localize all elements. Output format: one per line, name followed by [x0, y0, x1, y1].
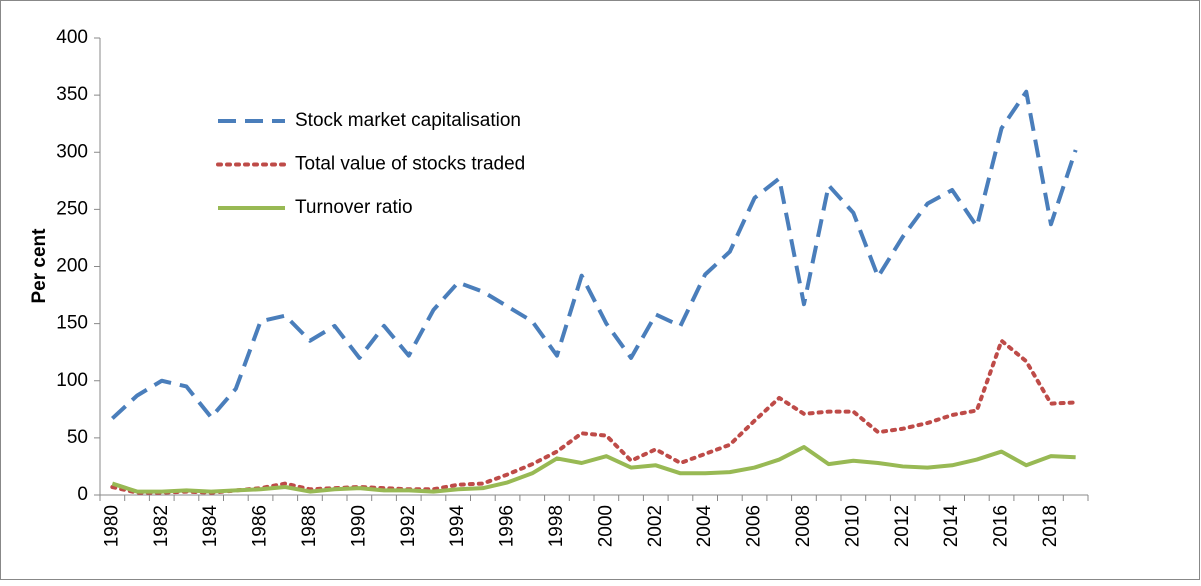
x-tick-label: 1996: [497, 505, 518, 547]
x-tick-label: 2008: [793, 505, 814, 547]
x-tick-label: 2012: [892, 505, 913, 547]
x-tick-label: 1990: [348, 505, 369, 547]
x-tick-label: 2002: [645, 505, 666, 547]
y-tick-label: 400: [56, 27, 88, 48]
x-tick-label: 2000: [595, 505, 616, 547]
series-line: [110, 338, 1078, 495]
x-tick-label: 1988: [299, 505, 320, 547]
x-tick-label: 1984: [200, 505, 221, 548]
x-tick-label: 1994: [447, 505, 468, 548]
x-tick-label: 2016: [991, 505, 1012, 547]
series-line: [111, 445, 1076, 494]
y-tick-label: 100: [56, 370, 88, 391]
x-tick-label: 2006: [744, 505, 765, 547]
y-tick-label: 150: [56, 313, 88, 334]
legend-label: Stock market capitalisation: [295, 110, 521, 131]
y-tick-label: 50: [67, 427, 88, 448]
x-tick-label: 2014: [941, 505, 962, 548]
series-line: [110, 89, 1078, 420]
x-tick-label: 2018: [1040, 505, 1061, 547]
x-tick-label: 1982: [151, 505, 172, 547]
legend-label: Turnover ratio: [295, 197, 413, 218]
x-tick-label: 1992: [398, 505, 419, 547]
legend-label: Total value of stocks traded: [295, 154, 525, 175]
x-tick-label: 2010: [842, 505, 863, 547]
x-tick-label: 1998: [546, 505, 567, 547]
y-axis-label: Per cent: [29, 228, 50, 304]
y-tick-label: 350: [56, 84, 88, 105]
x-tick-label: 1986: [250, 505, 271, 547]
y-tick-label: 250: [56, 198, 88, 219]
x-tick-label: 2004: [694, 505, 715, 548]
x-tick-label: 1980: [101, 505, 122, 547]
y-tick-label: 300: [56, 141, 88, 162]
y-tick-label: 200: [56, 256, 88, 277]
y-tick-label: 0: [77, 484, 88, 505]
